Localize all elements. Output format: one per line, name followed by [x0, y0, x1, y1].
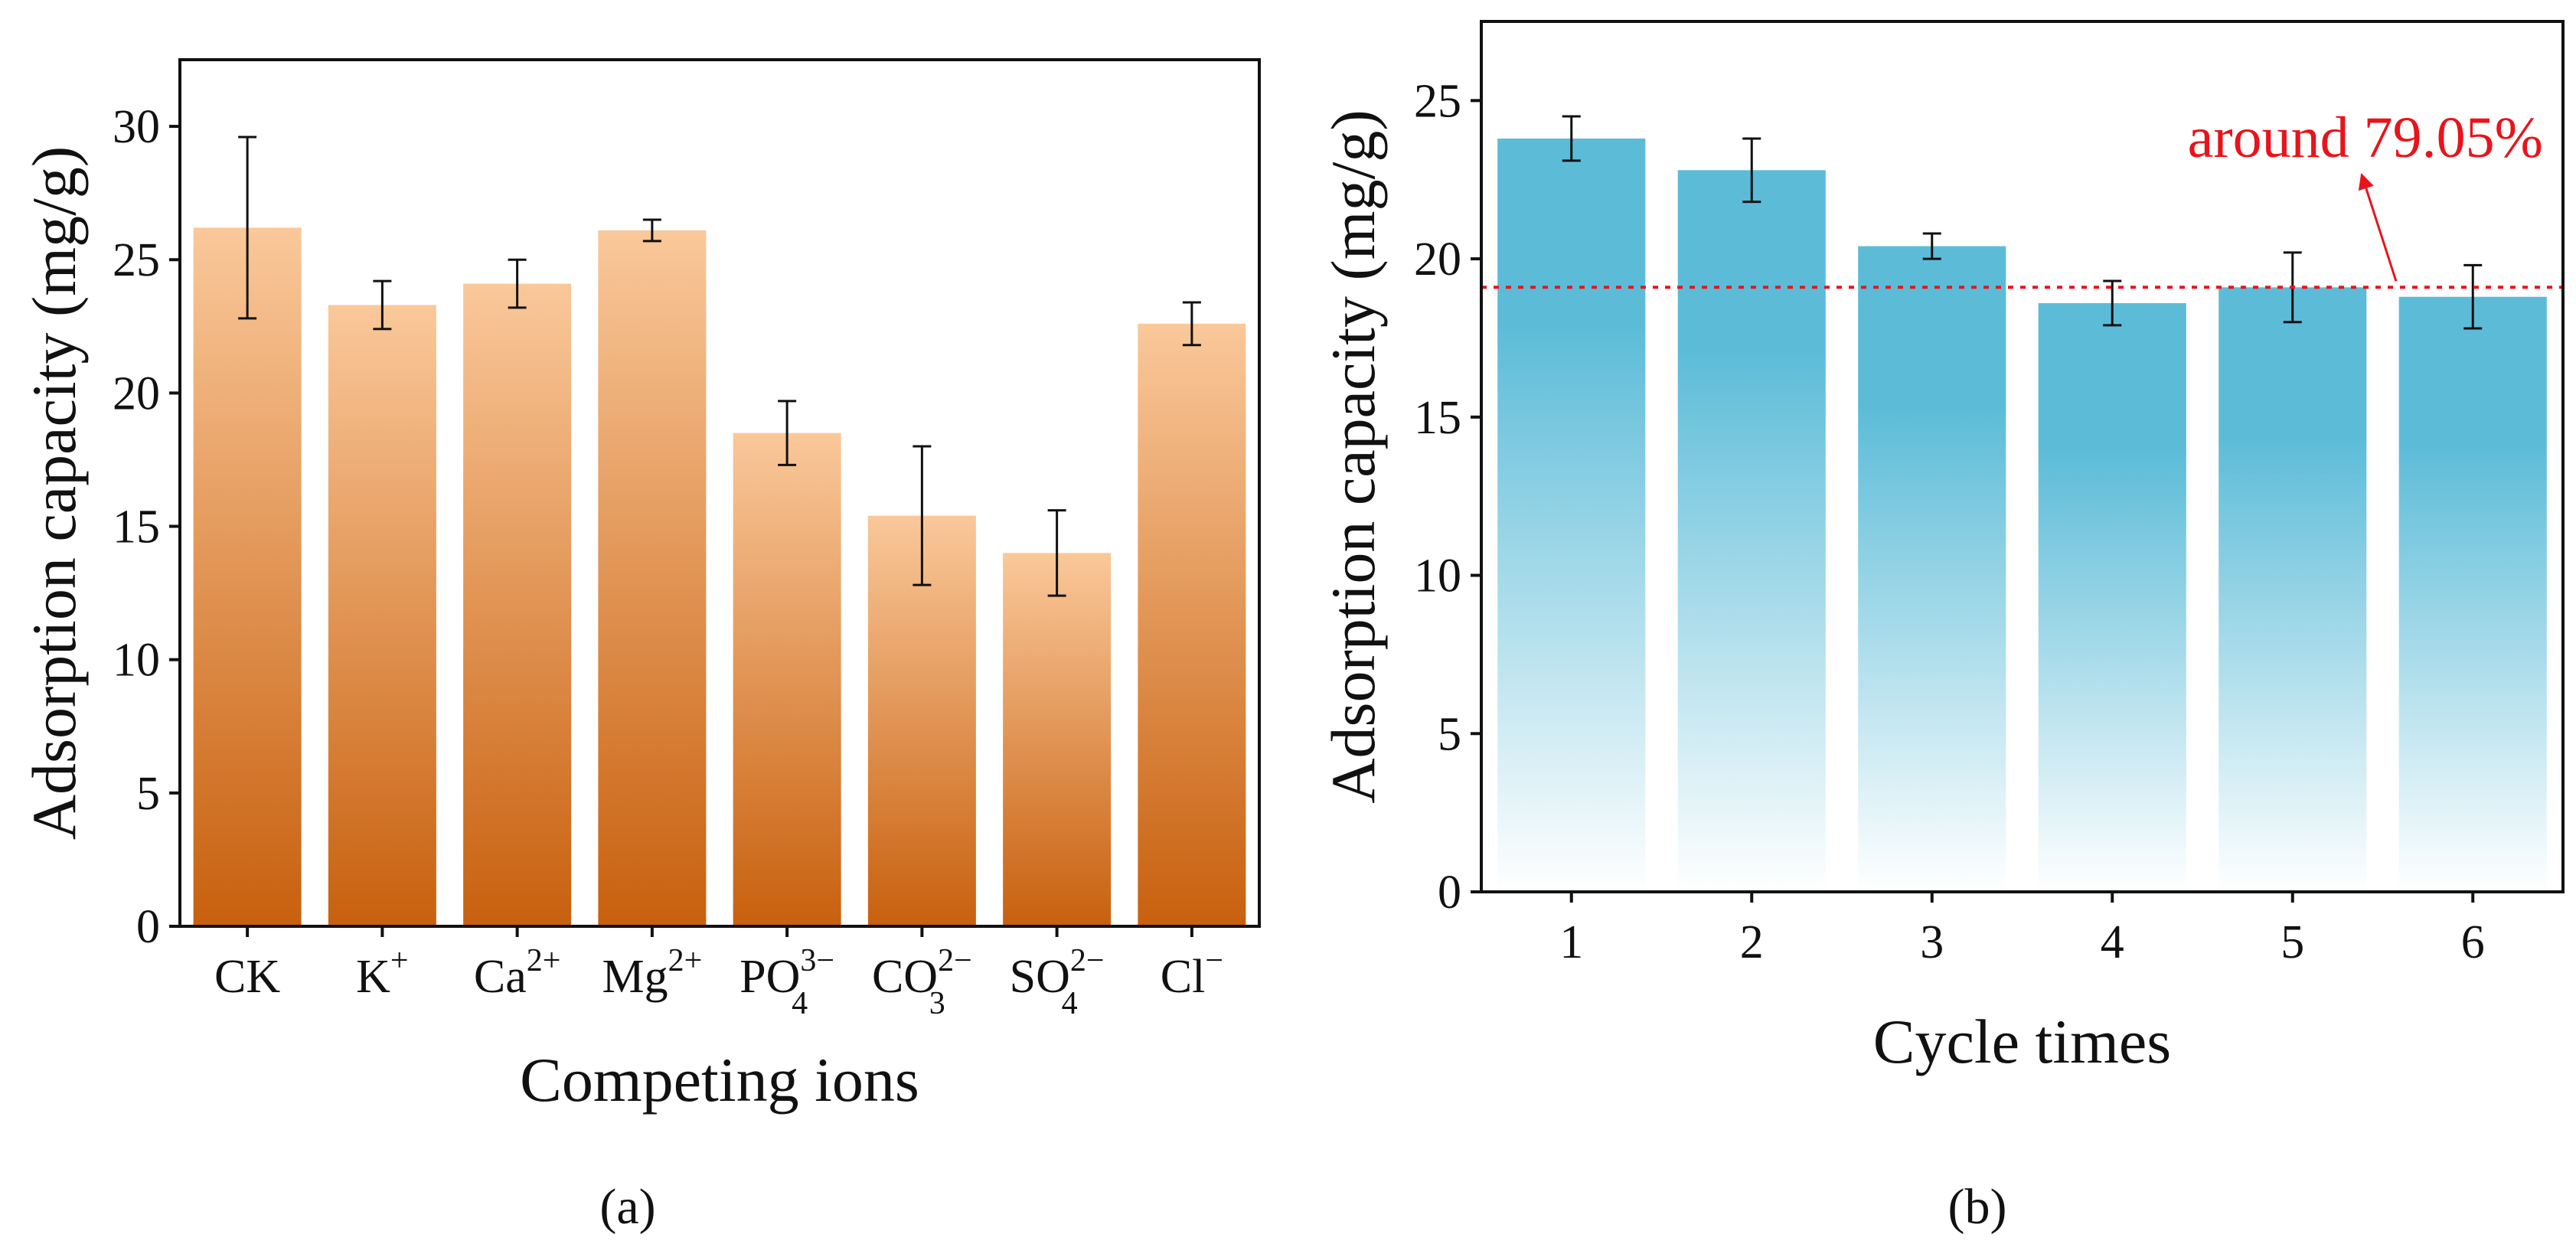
bar-6 — [2398, 296, 2547, 892]
ion-symbol: Ca — [474, 951, 527, 1003]
y-tick-label: 10 — [113, 635, 160, 687]
ion-charge: 2− — [1070, 943, 1105, 978]
bar-3 — [1858, 246, 2006, 892]
y-tick-label: 20 — [113, 367, 160, 420]
x-tick-label: K+ — [356, 943, 408, 1003]
ion-charge: − — [1205, 943, 1223, 978]
y-tick-label: 5 — [136, 768, 160, 820]
bar-2 — [328, 305, 436, 926]
ion-charge: 3− — [800, 943, 834, 978]
bar-5 — [733, 433, 841, 926]
x-tick-label: Cl− — [1161, 943, 1223, 1003]
bar-3 — [463, 283, 572, 926]
bar-7 — [1003, 553, 1112, 926]
y-tick-label: 20 — [1414, 233, 1461, 286]
x-tick-label: 6 — [2461, 916, 2485, 968]
chart-a-y-axis-label: Adsorption capacity (mg/g) — [19, 146, 89, 840]
y-tick-label: 0 — [1438, 867, 1461, 919]
chart-b-x-axis-ticks: 1 2 3 4 5 6 — [1559, 892, 2485, 968]
ion-symbol: PO — [739, 951, 800, 1003]
bar-2 — [1677, 170, 1826, 893]
x-tick-label: CO2− 3 — [872, 943, 972, 1021]
bar-5 — [2218, 287, 2367, 892]
bar-4 — [598, 230, 707, 926]
ion-symbol: SO — [1010, 951, 1070, 1003]
x-tick-label: Ca2+ — [474, 943, 561, 1003]
y-tick-label: 15 — [113, 501, 160, 553]
y-tick-label: 5 — [1438, 708, 1461, 760]
chart-a-y-axis-ticks: 0 5 10 15 20 25 30 — [113, 101, 180, 953]
ion-subscript: 4 — [792, 986, 808, 1021]
ion-charge: 2+ — [527, 943, 561, 978]
x-tick-label: 3 — [1920, 916, 1944, 968]
chart-b-y-axis-label: Adsorption capacity (mg/g) — [1318, 109, 1388, 803]
x-tick-label: 1 — [1559, 916, 1583, 968]
chart-b-y-axis-ticks: 0 5 10 15 20 25 — [1414, 75, 1481, 919]
chart-b-cycle-times: around 79.05% 0 5 10 15 20 25 1 2 3 4 5 6 Cycle ti… — [1318, 20, 2565, 1235]
ion-symbol: K — [356, 951, 390, 1003]
chart-a-x-axis-label: Competing ions — [520, 1045, 919, 1115]
bar-1 — [1497, 138, 1646, 893]
x-tick-label: 2 — [1740, 916, 1764, 968]
y-tick-label: 15 — [1414, 392, 1461, 444]
ion-charge: + — [390, 943, 409, 978]
chart-a-error-bars — [238, 136, 1201, 597]
ion-symbol: Cl — [1161, 951, 1206, 1003]
x-tick-label: Mg2+ — [602, 943, 702, 1003]
x-tick-label: 4 — [2101, 916, 2124, 968]
chart-b-bars — [1497, 138, 2547, 893]
chart-a-panel-label: (a) — [599, 1179, 655, 1235]
ion-subscript: 4 — [1062, 986, 1078, 1021]
chart-b-plot-frame — [1480, 20, 2565, 893]
chart-a-plot-frame — [178, 58, 1261, 928]
chart-b-annotation-arrow — [2358, 173, 2398, 282]
y-tick-label: 0 — [136, 901, 160, 953]
x-tick-label: SO2− 4 — [1010, 943, 1105, 1021]
ion-subscript: 3 — [929, 986, 945, 1021]
chart-b-panel-label: (b) — [1948, 1179, 2007, 1235]
y-tick-label: 30 — [113, 101, 160, 153]
y-tick-label: 10 — [1414, 550, 1461, 602]
ion-symbol: CK — [214, 951, 280, 1003]
chart-b-annotation-text: around 79.05% — [2188, 106, 2543, 170]
bar-1 — [193, 227, 302, 926]
x-tick-label: 5 — [2281, 916, 2304, 968]
bar-8 — [1138, 323, 1246, 927]
y-tick-label: 25 — [113, 234, 160, 286]
bar-4 — [2038, 302, 2186, 892]
x-tick-label: PO3− 4 — [739, 943, 834, 1021]
y-tick-label: 25 — [1414, 75, 1461, 127]
ion-charge: 2− — [938, 943, 972, 978]
ion-charge: 2+ — [668, 943, 703, 978]
chart-b-x-axis-label: Cycle times — [1873, 1007, 2171, 1076]
chart-a-bars — [193, 227, 1246, 927]
x-tick-label: CK — [214, 951, 280, 1003]
ion-symbol: CO — [872, 951, 938, 1003]
ion-symbol: Mg — [602, 951, 668, 1003]
